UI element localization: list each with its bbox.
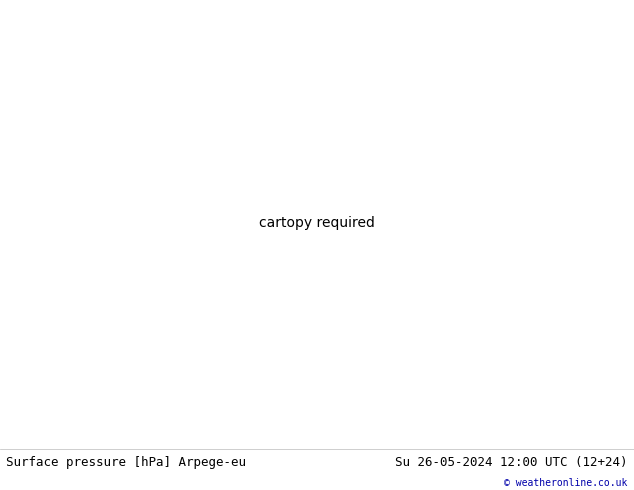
Text: © weatheronline.co.uk: © weatheronline.co.uk xyxy=(504,478,628,489)
Text: cartopy required: cartopy required xyxy=(259,216,375,230)
Text: Surface pressure [hPa] Arpege-eu: Surface pressure [hPa] Arpege-eu xyxy=(6,456,247,469)
Text: Su 26-05-2024 12:00 UTC (12+24): Su 26-05-2024 12:00 UTC (12+24) xyxy=(395,456,628,469)
